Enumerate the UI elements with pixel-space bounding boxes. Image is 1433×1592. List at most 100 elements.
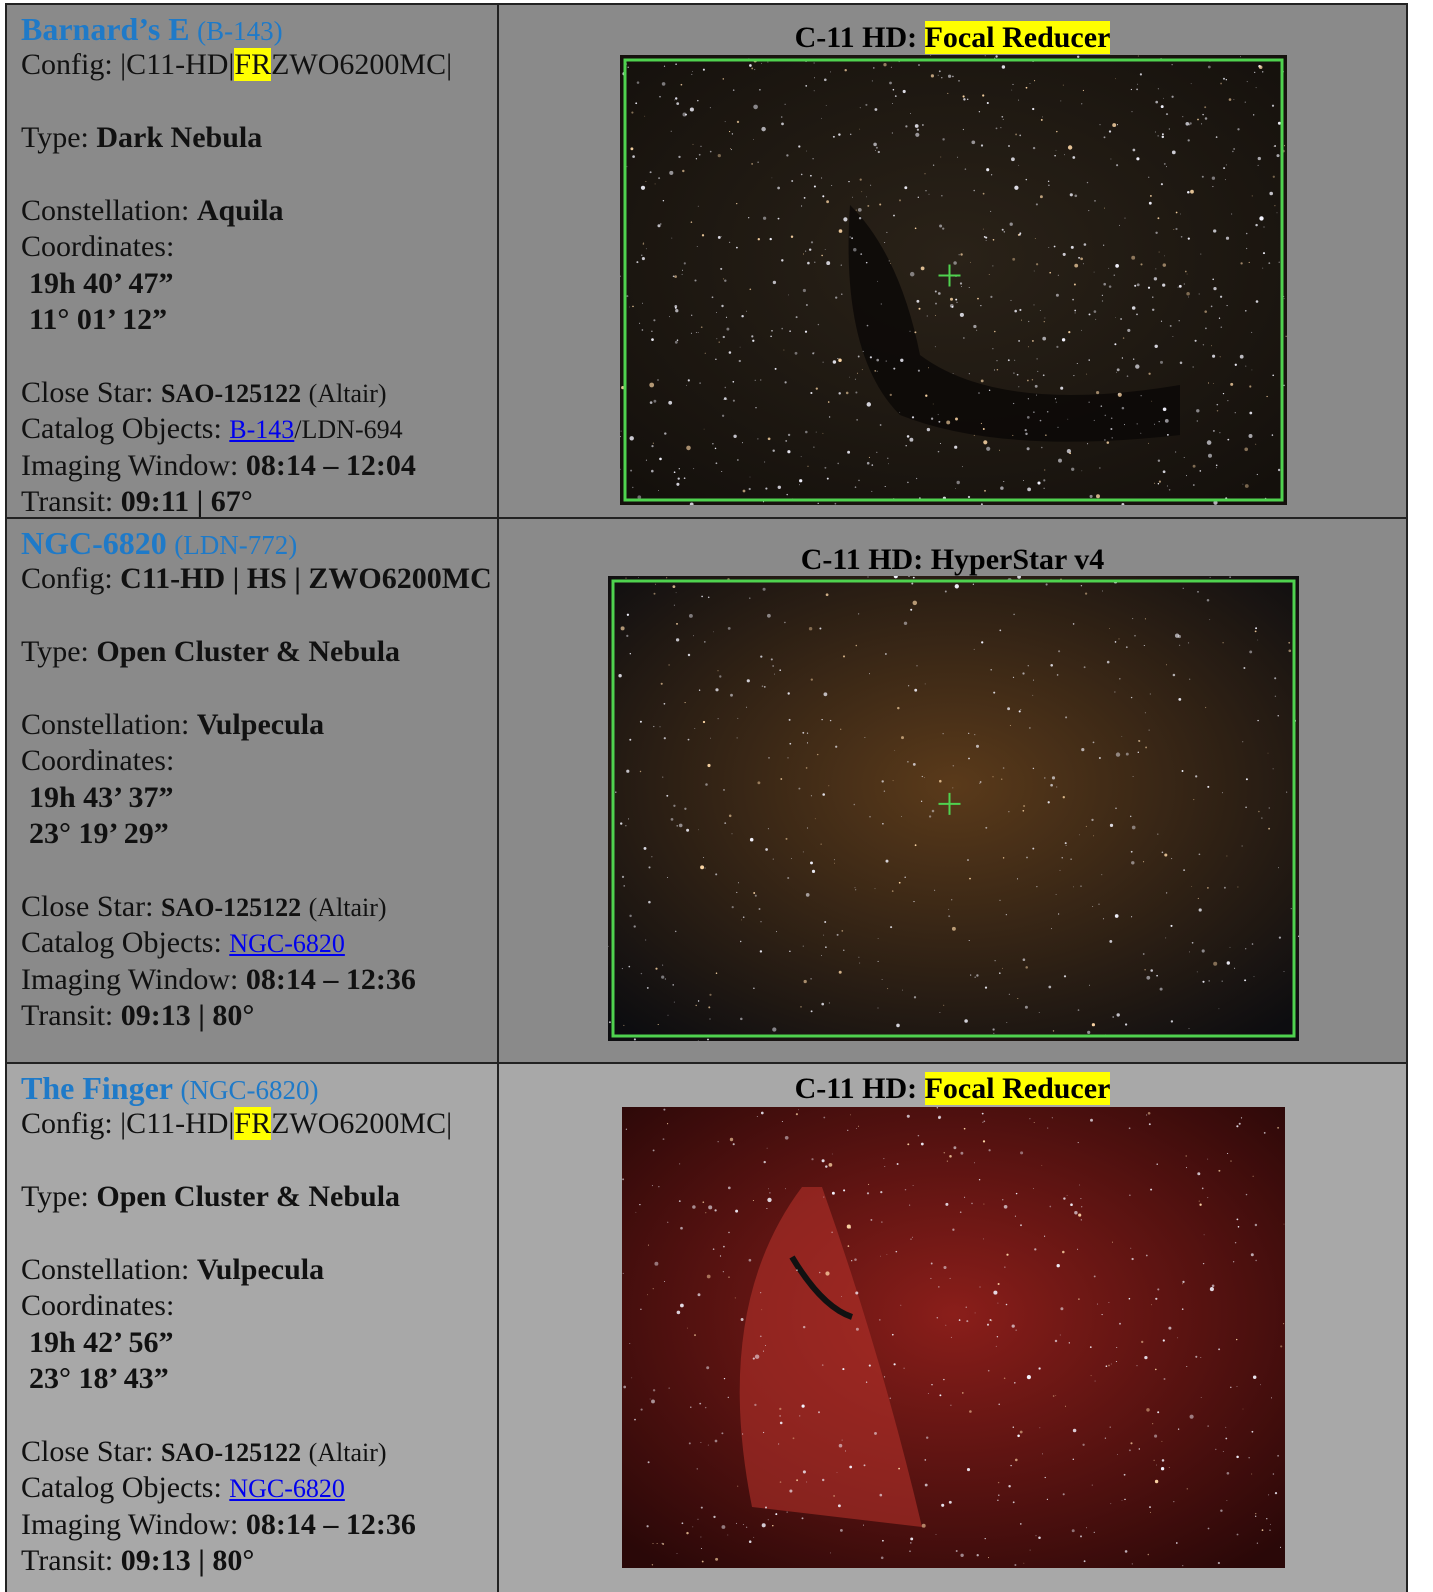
image-detail bbox=[641, 257, 645, 261]
image-detail bbox=[1072, 1458, 1075, 1461]
text-line: Imaging Window: 08:14 – 12:36 bbox=[21, 1507, 497, 1543]
image-detail bbox=[1071, 1529, 1075, 1533]
image-detail bbox=[826, 477, 829, 480]
image-detail bbox=[835, 296, 838, 299]
image-detail bbox=[1243, 667, 1246, 669]
image-detail bbox=[675, 309, 679, 313]
image-detail bbox=[1207, 453, 1213, 458]
image-detail bbox=[868, 1183, 870, 1185]
image-detail bbox=[641, 329, 644, 331]
image-detail bbox=[1115, 371, 1118, 373]
image-detail bbox=[739, 346, 741, 348]
image-detail bbox=[1121, 406, 1125, 410]
image-detail bbox=[1234, 412, 1236, 414]
image-detail bbox=[720, 235, 722, 237]
image-detail bbox=[1033, 411, 1035, 413]
image-detail bbox=[752, 139, 754, 140]
image-detail bbox=[806, 1481, 808, 1483]
image-detail bbox=[715, 688, 719, 692]
image-detail bbox=[1000, 486, 1004, 490]
image-detail bbox=[741, 919, 743, 921]
catalog-link[interactable]: B-143 bbox=[229, 415, 295, 445]
image-detail bbox=[1043, 321, 1045, 323]
image-detail bbox=[657, 379, 659, 381]
image-detail bbox=[1172, 673, 1176, 677]
text-line bbox=[21, 598, 497, 634]
image-detail bbox=[740, 1017, 743, 1021]
image-detail bbox=[951, 926, 956, 931]
image-detail bbox=[673, 471, 676, 474]
image-detail bbox=[1245, 948, 1247, 950]
image-detail bbox=[1225, 236, 1230, 240]
image-detail bbox=[1060, 100, 1062, 102]
image-detail bbox=[636, 261, 639, 264]
image-detail bbox=[990, 174, 993, 176]
constellation: Vulpecula bbox=[196, 707, 325, 741]
image-detail bbox=[1218, 1008, 1220, 1010]
image-detail bbox=[761, 1309, 763, 1311]
image-detail bbox=[1019, 134, 1022, 137]
image-detail bbox=[960, 253, 963, 256]
image-detail bbox=[843, 949, 845, 951]
image-detail bbox=[1026, 1375, 1031, 1380]
image-detail bbox=[1058, 458, 1062, 463]
image-detail bbox=[1227, 438, 1230, 441]
image-detail bbox=[870, 1218, 873, 1221]
image-detail bbox=[979, 1286, 981, 1288]
image-detail bbox=[666, 794, 669, 797]
image-detail bbox=[930, 1262, 933, 1265]
image-detail bbox=[668, 400, 673, 405]
image-detail bbox=[964, 1196, 966, 1198]
image-detail bbox=[647, 1244, 649, 1246]
catalog-link[interactable]: NGC-6820 bbox=[229, 1474, 345, 1504]
image-detail bbox=[1260, 1384, 1262, 1386]
image-detail bbox=[1041, 446, 1043, 449]
image-detail bbox=[1212, 278, 1214, 281]
image-detail bbox=[1064, 154, 1065, 156]
image-detail bbox=[953, 1146, 957, 1150]
image-detail bbox=[820, 843, 822, 845]
image-detail bbox=[1131, 825, 1136, 830]
image-detail bbox=[623, 1385, 627, 1389]
image-detail bbox=[1155, 100, 1159, 104]
ra: 19h 42’ 56” bbox=[29, 1325, 174, 1359]
image-detail bbox=[788, 294, 789, 296]
table-row: Barnard’s E (B-143) Config: |C11-HD|FRZWO… bbox=[5, 3, 1408, 519]
image-detail bbox=[1191, 886, 1193, 887]
text-line: Close Star: SAO-125122 (Altair) bbox=[21, 375, 497, 411]
image-detail bbox=[739, 1187, 922, 1527]
image-detail bbox=[696, 1468, 698, 1470]
image-detail bbox=[822, 432, 824, 434]
image-detail bbox=[1148, 442, 1150, 444]
image-detail bbox=[1039, 419, 1042, 422]
image-detail bbox=[1148, 372, 1151, 375]
image-detail bbox=[701, 234, 705, 237]
image-detail bbox=[811, 1158, 814, 1161]
image-detail bbox=[1278, 867, 1280, 869]
image-detail bbox=[722, 1271, 724, 1273]
image-detail bbox=[611, 579, 1296, 1038]
image-detail bbox=[906, 435, 910, 438]
image-detail bbox=[1125, 752, 1129, 756]
catalog-link[interactable]: NGC-6820 bbox=[229, 929, 345, 959]
image-detail bbox=[946, 420, 951, 425]
image-detail bbox=[754, 379, 756, 381]
image-detail bbox=[1222, 1451, 1224, 1453]
image-detail bbox=[1162, 283, 1166, 287]
image-detail bbox=[1245, 1193, 1248, 1196]
image-detail bbox=[1146, 975, 1151, 980]
image-detail bbox=[1154, 423, 1155, 425]
image-detail bbox=[891, 132, 893, 134]
image-detail bbox=[642, 302, 643, 304]
image-detail bbox=[915, 477, 918, 480]
image-detail bbox=[966, 98, 969, 101]
image-detail bbox=[947, 74, 952, 78]
image-detail bbox=[1134, 284, 1137, 287]
image-detail bbox=[1002, 857, 1005, 859]
text-line: Type: Open Cluster & Nebula bbox=[21, 1179, 497, 1215]
image-detail bbox=[620, 822, 623, 825]
image-detail bbox=[742, 489, 746, 493]
image-detail bbox=[1011, 157, 1015, 162]
image-detail bbox=[810, 795, 812, 797]
image-detail bbox=[942, 138, 945, 141]
